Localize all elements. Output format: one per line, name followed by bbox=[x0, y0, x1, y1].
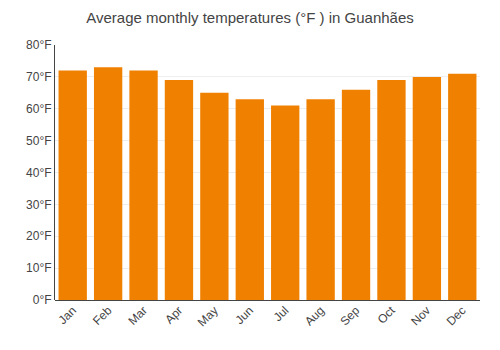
svg-text:Apr: Apr bbox=[162, 303, 185, 326]
svg-text:Oct: Oct bbox=[375, 303, 399, 327]
svg-text:40°F: 40°F bbox=[26, 166, 51, 180]
svg-text:Sep: Sep bbox=[337, 303, 362, 328]
svg-text:Dec: Dec bbox=[444, 303, 469, 328]
svg-text:80°F: 80°F bbox=[26, 38, 51, 52]
svg-text:70°F: 70°F bbox=[26, 70, 51, 84]
svg-text:Jan: Jan bbox=[55, 303, 79, 327]
svg-text:Mar: Mar bbox=[125, 303, 150, 328]
svg-text:Aug: Aug bbox=[302, 303, 327, 328]
svg-text:10°F: 10°F bbox=[26, 261, 51, 275]
svg-text:May: May bbox=[195, 303, 221, 329]
svg-text:Jul: Jul bbox=[271, 303, 292, 324]
svg-text:Average monthly temperatures (: Average monthly temperatures (°F ) in Gu… bbox=[86, 9, 414, 26]
svg-text:Nov: Nov bbox=[408, 303, 433, 328]
svg-text:Feb: Feb bbox=[90, 303, 115, 328]
svg-text:50°F: 50°F bbox=[26, 134, 51, 148]
svg-text:60°F: 60°F bbox=[26, 102, 51, 116]
svg-text:20°F: 20°F bbox=[26, 229, 51, 243]
svg-text:30°F: 30°F bbox=[26, 198, 51, 212]
svg-text:0°F: 0°F bbox=[33, 293, 52, 307]
svg-text:Jun: Jun bbox=[233, 303, 257, 327]
